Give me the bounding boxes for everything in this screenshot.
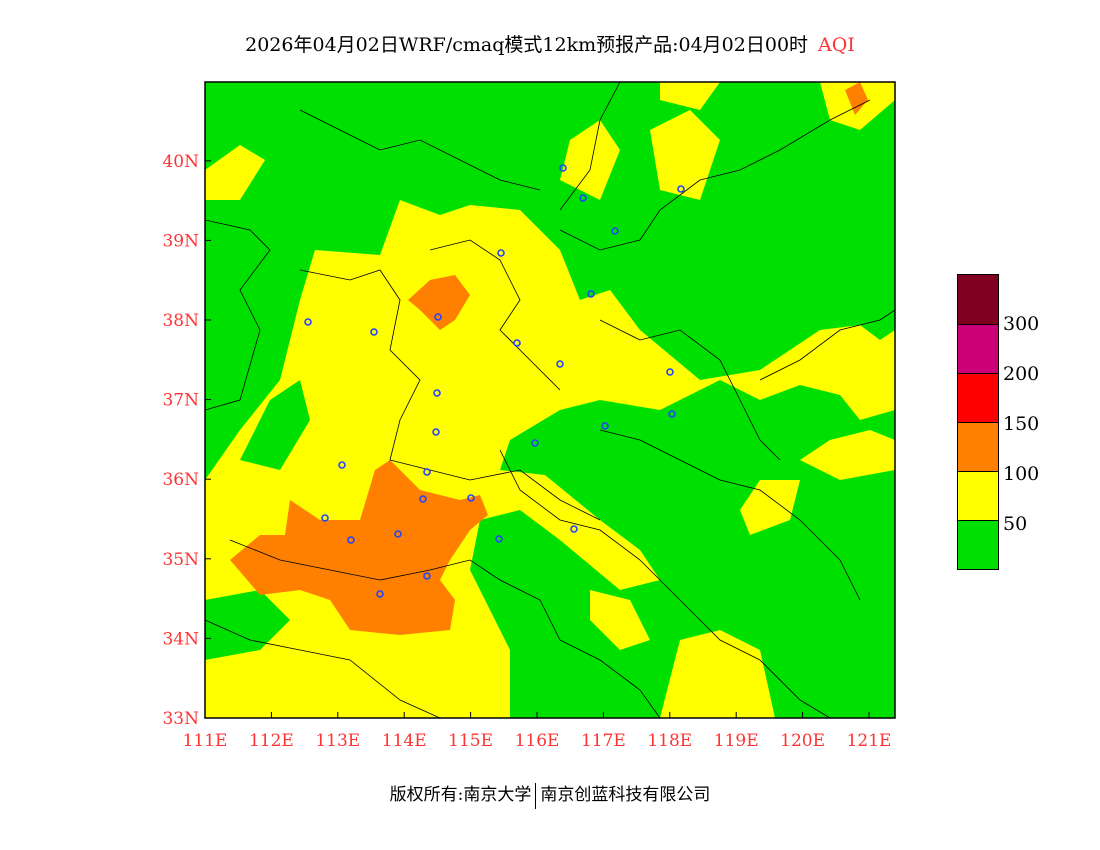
city-marker — [376, 590, 384, 598]
lon-tick-label: 119E — [714, 731, 759, 751]
province-boundaries — [205, 82, 895, 718]
city-marker — [666, 368, 674, 376]
city-marker — [677, 185, 685, 193]
city-marker — [611, 227, 619, 235]
lon-tick-label: 112E — [249, 731, 294, 751]
legend-label: 100 — [1003, 463, 1040, 485]
city-marker — [570, 525, 578, 533]
copyright-right: 南京创蓝科技有限公司 — [540, 785, 711, 805]
city-marker — [321, 514, 329, 522]
city-marker — [347, 536, 355, 544]
color-legend — [957, 274, 999, 570]
legend-swatch — [958, 324, 998, 373]
legend-swatch — [958, 471, 998, 520]
lon-tick-label: 121E — [847, 731, 892, 751]
copyright-footer: 版权所有:南京大学 南京创蓝科技有限公司 — [0, 780, 1100, 809]
city-marker — [433, 389, 441, 397]
city-marker — [556, 360, 564, 368]
lon-ticks: 111E 112E 113E 114E 115E 116E 117E 118E 119E 120E… — [183, 712, 892, 751]
lat-ticks: 33N 34N 35N 36N 37N 38N 39N 40N — [162, 152, 211, 729]
legend-label: 50 — [1003, 513, 1028, 535]
city-marker — [370, 328, 378, 336]
legend-swatch — [958, 373, 998, 422]
map-title: 2026年04月02日WRF/cmaq模式12km预报产品:04月02日00时 A… — [0, 30, 1100, 57]
city-marker — [432, 428, 440, 436]
city-markers — [304, 164, 685, 598]
city-marker — [497, 249, 505, 257]
variable-label: AQI — [818, 34, 855, 56]
legend-swatch — [958, 520, 998, 569]
city-marker — [419, 495, 427, 503]
legend-swatch — [958, 422, 998, 471]
lon-tick-label: 113E — [315, 731, 360, 751]
city-marker — [531, 439, 539, 447]
city-marker — [587, 290, 595, 298]
lon-tick-label: 114E — [382, 731, 427, 751]
title-text: 2026年04月02日WRF/cmaq模式12km预报产品:04月02日00时 — [245, 34, 809, 56]
lat-tick-label: 38N — [162, 311, 199, 331]
lon-tick-label: 115E — [448, 731, 493, 751]
city-marker — [495, 535, 503, 543]
city-marker — [423, 468, 431, 476]
legend-label: 300 — [1003, 313, 1040, 335]
city-marker — [304, 318, 312, 326]
lat-tick-label: 33N — [162, 709, 199, 729]
lat-tick-label: 34N — [162, 629, 199, 649]
city-marker — [394, 530, 402, 538]
lon-tick-label: 118E — [647, 731, 692, 751]
city-marker — [338, 461, 346, 469]
unhealthy-sensitive-aqi-regions — [230, 82, 868, 635]
lon-tick-label: 116E — [515, 731, 560, 751]
lat-tick-label: 39N — [162, 231, 199, 251]
city-marker — [559, 164, 567, 172]
lat-tick-label: 40N — [162, 152, 199, 172]
lon-tick-label: 117E — [581, 731, 626, 751]
city-marker — [513, 339, 521, 347]
city-marker — [601, 422, 609, 430]
city-marker — [579, 194, 587, 202]
footer-divider — [535, 782, 537, 809]
city-marker — [434, 313, 442, 321]
lat-tick-label: 37N — [162, 391, 199, 411]
lon-tick-label: 111E — [183, 731, 228, 751]
legend-label: 150 — [1003, 413, 1040, 435]
city-marker — [423, 572, 431, 580]
good-aqi-pockets — [205, 180, 330, 660]
city-marker — [668, 410, 676, 418]
lon-tick-label: 120E — [780, 731, 825, 751]
legend-swatch — [958, 275, 998, 324]
lat-tick-label: 35N — [162, 550, 199, 570]
city-marker — [467, 494, 475, 502]
lat-tick-label: 36N — [162, 470, 199, 490]
copyright-left: 版权所有:南京大学 — [389, 785, 532, 805]
legend-label: 200 — [1003, 363, 1040, 385]
